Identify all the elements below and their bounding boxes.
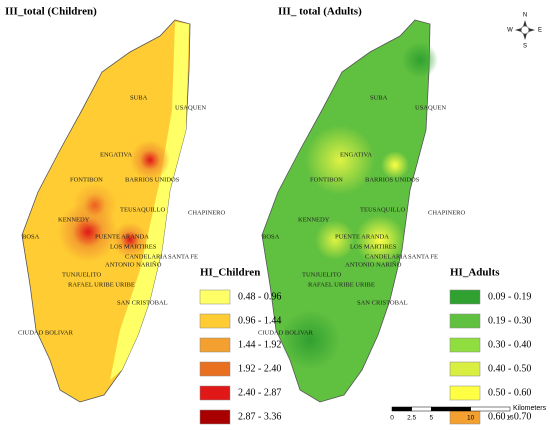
district-label: TEUSAQUILLO [120,206,165,213]
district-label: SUBA [370,94,388,101]
legend-swatch [449,385,481,401]
legend-title: HI_Adults [450,267,500,279]
district-label: ANTONIO NARIÑO [105,260,162,268]
legend-label: 0.40 - 0.50 [488,363,531,374]
district-label: PUENTE ARANDA [95,233,149,240]
legend-title: HI_Children [200,267,260,279]
legend-label: 0.48 - 0.96 [238,291,281,302]
district-label: SAN CRISTOBAL [357,299,408,306]
compass: N S E W [507,13,542,50]
district-label: BOSA [22,233,40,240]
scale-segment [391,406,412,412]
legend-label: 0.19 - 0.30 [488,315,531,326]
legend-swatch [449,361,481,377]
district-label: FONTIBON [310,176,343,183]
legend-label: 0.60 - 0.70 [488,411,531,422]
district-label: LOS MARTIRES [110,243,157,250]
district-label: PUENTE ARANDA [335,233,389,240]
scale-segment [411,406,432,412]
district-label: BARRIOS UNIDOS [125,176,180,183]
scale-tick-label: 0 [390,415,394,422]
compass-letter: N [523,13,527,19]
district-label: CIUDAD BOLIVAR [18,329,74,336]
district-label: SAN CRISTOBAL [117,299,168,306]
legend-label: 2.87 - 3.36 [238,411,281,422]
legend-label: 2.40 - 2.87 [238,387,281,398]
compass-letter: E [538,28,542,34]
district-label: ENGATIVA [340,151,372,158]
legend-swatch [449,409,481,425]
district-label: TUNJUELITO [302,271,342,278]
district-label: CHAPINERO [188,209,226,216]
district-label: CANDELARIA [365,253,408,260]
district-label: TUNJUELITO [62,271,102,278]
district-label: USAQUEN [175,104,206,111]
map-children [21,19,191,403]
legend-swatch [449,313,481,329]
legend-label: 0.50 - 0.60 [488,387,531,398]
district-label: CANDELARIA [125,253,168,260]
district-label: CHAPINERO [428,209,466,216]
legend-label: 0.09 - 0.19 [488,291,531,302]
legend-swatch [199,337,231,353]
compass-letter: W [507,28,513,34]
district-label: BARRIOS UNIDOS [365,176,420,183]
map-title: III_ total (Adults) [278,6,362,18]
district-label: SANTA FE [408,253,438,260]
legend-label: 1.92 - 2.40 [238,363,281,374]
legend-label: 0.96 - 1.44 [238,315,281,326]
legend-swatch [199,409,231,425]
legend-swatch [449,289,481,305]
district-label: RAFAEL URIBE URIBE [68,281,135,288]
legend-swatch [199,289,231,305]
district-label: FONTIBON [70,176,103,183]
district-label: SUBA [130,94,148,101]
legend-swatch [199,361,231,377]
scale-segment [431,406,471,412]
scale-tick-label: 2.5 [407,415,416,422]
district-label: SANTA FE [168,253,198,260]
scale-tick-label: 5 [430,415,434,422]
district-label: ENGATIVA [100,151,132,158]
district-label: KENNEDY [58,216,90,223]
compass-letter: S [523,44,527,50]
district-label: RAFAEL URIBE URIBE [308,281,375,288]
scale-tick-label: 10 [467,415,475,422]
district-label: LOS MARTIRES [350,243,397,250]
district-label: CIUDAD BOLIVAR [258,329,314,336]
district-label: USAQUEN [415,104,446,111]
legend-swatch [449,337,481,353]
district-label: KENNEDY [298,216,330,223]
scale-tick-label: 15 [506,415,514,422]
legend-label: 0.30 - 0.40 [488,339,531,350]
scale-unit: Kilometers [513,405,547,412]
map-title: III_total (Children) [5,6,97,18]
district-label: ANTONIO NARIÑO [345,260,402,268]
legend-label: 1.44 - 1.92 [238,339,281,350]
legend-swatch [199,385,231,401]
map-adults [261,19,438,403]
legend-swatch [199,313,231,329]
scale-segment [470,406,511,412]
district-label: BOSA [262,233,280,240]
district-label: TEUSAQUILLO [360,206,405,213]
